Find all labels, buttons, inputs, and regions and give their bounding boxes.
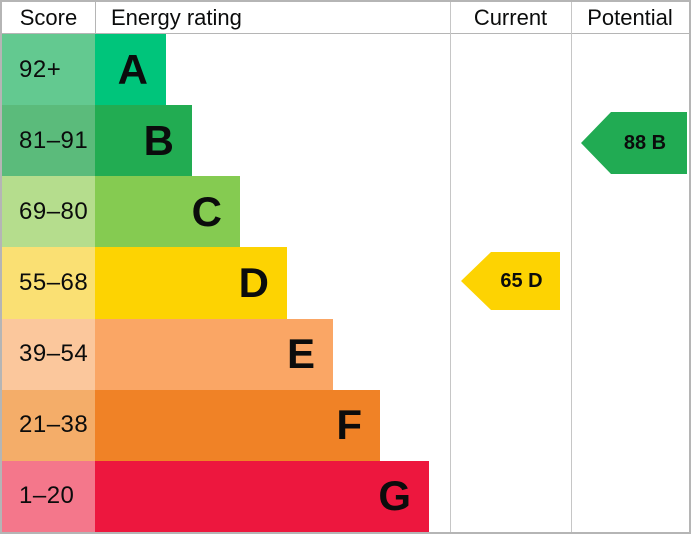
band-row-a: 92+ A (2, 34, 689, 106)
band-c-letter: C (191, 187, 222, 235)
band-g-score-range: 1–20 (2, 460, 95, 532)
current-column-divider (450, 2, 451, 532)
band-d-bar: D (95, 247, 287, 319)
band-row-b: 81–91 B (2, 105, 689, 177)
header-score-label: Score (19, 4, 78, 30)
band-e-bar: E (95, 318, 333, 390)
band-b-score-range: 81–91 (2, 105, 95, 177)
band-f-score-range: 21–38 (2, 389, 95, 461)
header-energy-rating: Energy rating (96, 2, 450, 33)
band-a-score-range: 92+ (2, 34, 95, 106)
band-row-f: 21–38 F (2, 389, 689, 461)
band-c-score-range: 69–80 (2, 176, 95, 248)
header-potential: Potential (571, 2, 689, 33)
band-rows: 92+ A 81–91 B 69–80 C 55–68 D 39–54 (2, 34, 689, 532)
header-current-label: Current (473, 4, 548, 30)
band-c-bar: C (95, 176, 240, 248)
band-f-letter: F (336, 401, 362, 449)
potential-column-divider (571, 2, 572, 532)
potential-rating-label: 88 B (623, 131, 667, 154)
header-score: Score (2, 2, 96, 33)
header-energy-rating-label: Energy rating (111, 4, 242, 30)
band-b-bar: B (95, 105, 192, 177)
table-header: Score Energy rating Current Potential (2, 2, 689, 34)
band-f-bar: F (95, 389, 380, 461)
band-d-score-range: 55–68 (2, 247, 95, 319)
current-rating-label: 65 D (500, 269, 543, 292)
band-e-letter: E (286, 330, 315, 378)
band-d-letter: D (238, 258, 269, 306)
band-g-letter: G (378, 472, 411, 520)
band-a-bar: A (95, 34, 166, 106)
band-b-letter: B (143, 116, 174, 164)
band-g-bar: G (95, 460, 429, 532)
header-potential-label: Potential (587, 4, 673, 30)
band-e-score-range: 39–54 (2, 318, 95, 390)
band-row-c: 69–80 C (2, 176, 689, 248)
band-row-d: 55–68 D (2, 247, 689, 319)
header-current: Current (450, 2, 571, 33)
band-a-letter: A (117, 45, 148, 93)
band-row-g: 1–20 G (2, 460, 689, 532)
band-row-e: 39–54 E (2, 318, 689, 390)
